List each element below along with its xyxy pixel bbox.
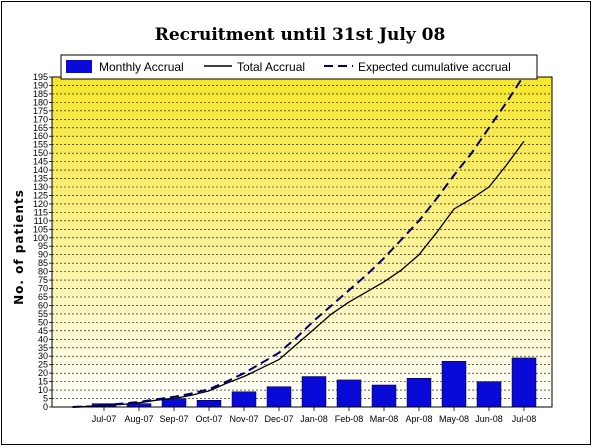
legend-label-expected: Expected cumulative accrual [358,60,511,74]
x-tick-label: Jan-08 [300,414,328,424]
bar [266,386,292,408]
y-tick-label: 180 [33,97,48,107]
chart-title: Recruitment until 31st July 08 [155,25,446,45]
x-tick-label: Aug-07 [124,414,153,424]
y-tick-label: 85 [38,258,48,268]
y-tick-label: 90 [38,250,48,260]
y-tick-label: 115 [34,207,48,217]
y-tick-label: 0 [43,402,48,412]
gridlines [52,76,552,399]
y-tick-label: 5 [43,394,48,404]
bar [476,381,502,408]
legend: Monthly Accrual Total Accrual Expected c… [60,54,538,80]
x-tick-label: May-08 [439,414,469,424]
y-tick-label: 25 [38,360,48,370]
x-axis-ticks: Jul-07 Aug-07 Sep-07 Oct-07 Nov-07 Dec-07 Jan-… [92,407,537,424]
x-tick-label: Jul-08 [512,414,537,424]
legend-box [60,54,538,80]
y-tick-label: 105 [33,224,48,234]
y-tick-label: 150 [33,148,48,158]
y-tick-label: 30 [38,351,48,361]
y-tick-label: 95 [38,241,48,251]
bar [301,376,327,408]
x-tick-label: Jun-08 [475,414,503,424]
y-tick-label: 130 [33,182,48,192]
y-tick-label: 175 [33,106,48,116]
x-tick-label: Oct-07 [195,414,222,424]
plot-background [52,77,552,407]
y-tick-label: 45 [38,326,48,336]
legend-label-monthly: Monthly Accrual [99,60,184,74]
bar [511,357,537,408]
y-tick-label: 40 [38,334,48,344]
y-tick-label: 35 [38,343,48,353]
bar [196,399,222,408]
y-tick-label: 80 [38,267,48,277]
y-axis-label: No. of patients [12,189,26,305]
y-tick-label: 170 [33,114,48,124]
legend-label-total: Total Accrual [237,60,305,74]
y-tick-label: 60 [38,300,48,310]
y-tick-label: 75 [38,275,48,285]
y-tick-label: 70 [38,284,48,294]
y-tick-label: 185 [33,89,48,99]
x-tick-label: Nov-07 [229,414,258,424]
x-tick-label: Apr-08 [405,414,432,424]
bar [371,384,397,408]
bar [406,377,432,408]
y-tick-label: 195 [33,72,48,82]
y-tick-label: 110 [34,216,48,226]
y-tick-label: 155 [33,140,48,150]
y-tick-label: 125 [33,190,48,200]
x-tick-label: Sep-07 [159,414,188,424]
x-tick-label: Feb-08 [335,414,364,424]
y-tick-label: 190 [33,80,48,90]
y-tick-label: 65 [38,292,48,302]
y-tick-label: 20 [38,368,48,378]
bar [231,391,257,408]
y-tick-label: 55 [38,309,48,319]
line-series [72,74,525,408]
expected-accrual-line [72,74,525,408]
x-tick-label: Mar-08 [370,414,399,424]
x-tick-label: Jul-07 [92,414,117,424]
y-tick-label: 15 [38,377,48,387]
y-tick-label: 120 [33,199,48,209]
y-tick-label: 165 [33,123,48,133]
x-tick-label: Dec-07 [264,414,293,424]
y-tick-label: 160 [33,131,48,141]
bar [441,361,467,408]
y-tick-label: 100 [33,233,48,243]
legend-swatch-monthly [66,60,92,73]
y-tick-label: 50 [38,317,48,327]
bar [336,379,362,408]
y-tick-label: 10 [38,385,48,395]
y-axis-ticks: 0510152025303540455055606570758085909510… [33,72,52,412]
y-tick-label: 140 [33,165,48,175]
y-tick-label: 135 [33,174,48,184]
y-tick-label: 145 [33,157,48,167]
